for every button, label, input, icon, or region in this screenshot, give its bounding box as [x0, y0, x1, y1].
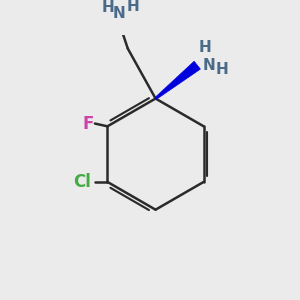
- Text: H: H: [127, 0, 140, 14]
- Text: Cl: Cl: [74, 173, 92, 191]
- Text: H: H: [215, 62, 228, 77]
- Text: H: H: [102, 0, 115, 15]
- Text: H: H: [199, 40, 212, 56]
- Text: N: N: [203, 58, 215, 73]
- Text: F: F: [82, 115, 94, 133]
- Text: N: N: [113, 6, 126, 21]
- Polygon shape: [155, 61, 200, 99]
